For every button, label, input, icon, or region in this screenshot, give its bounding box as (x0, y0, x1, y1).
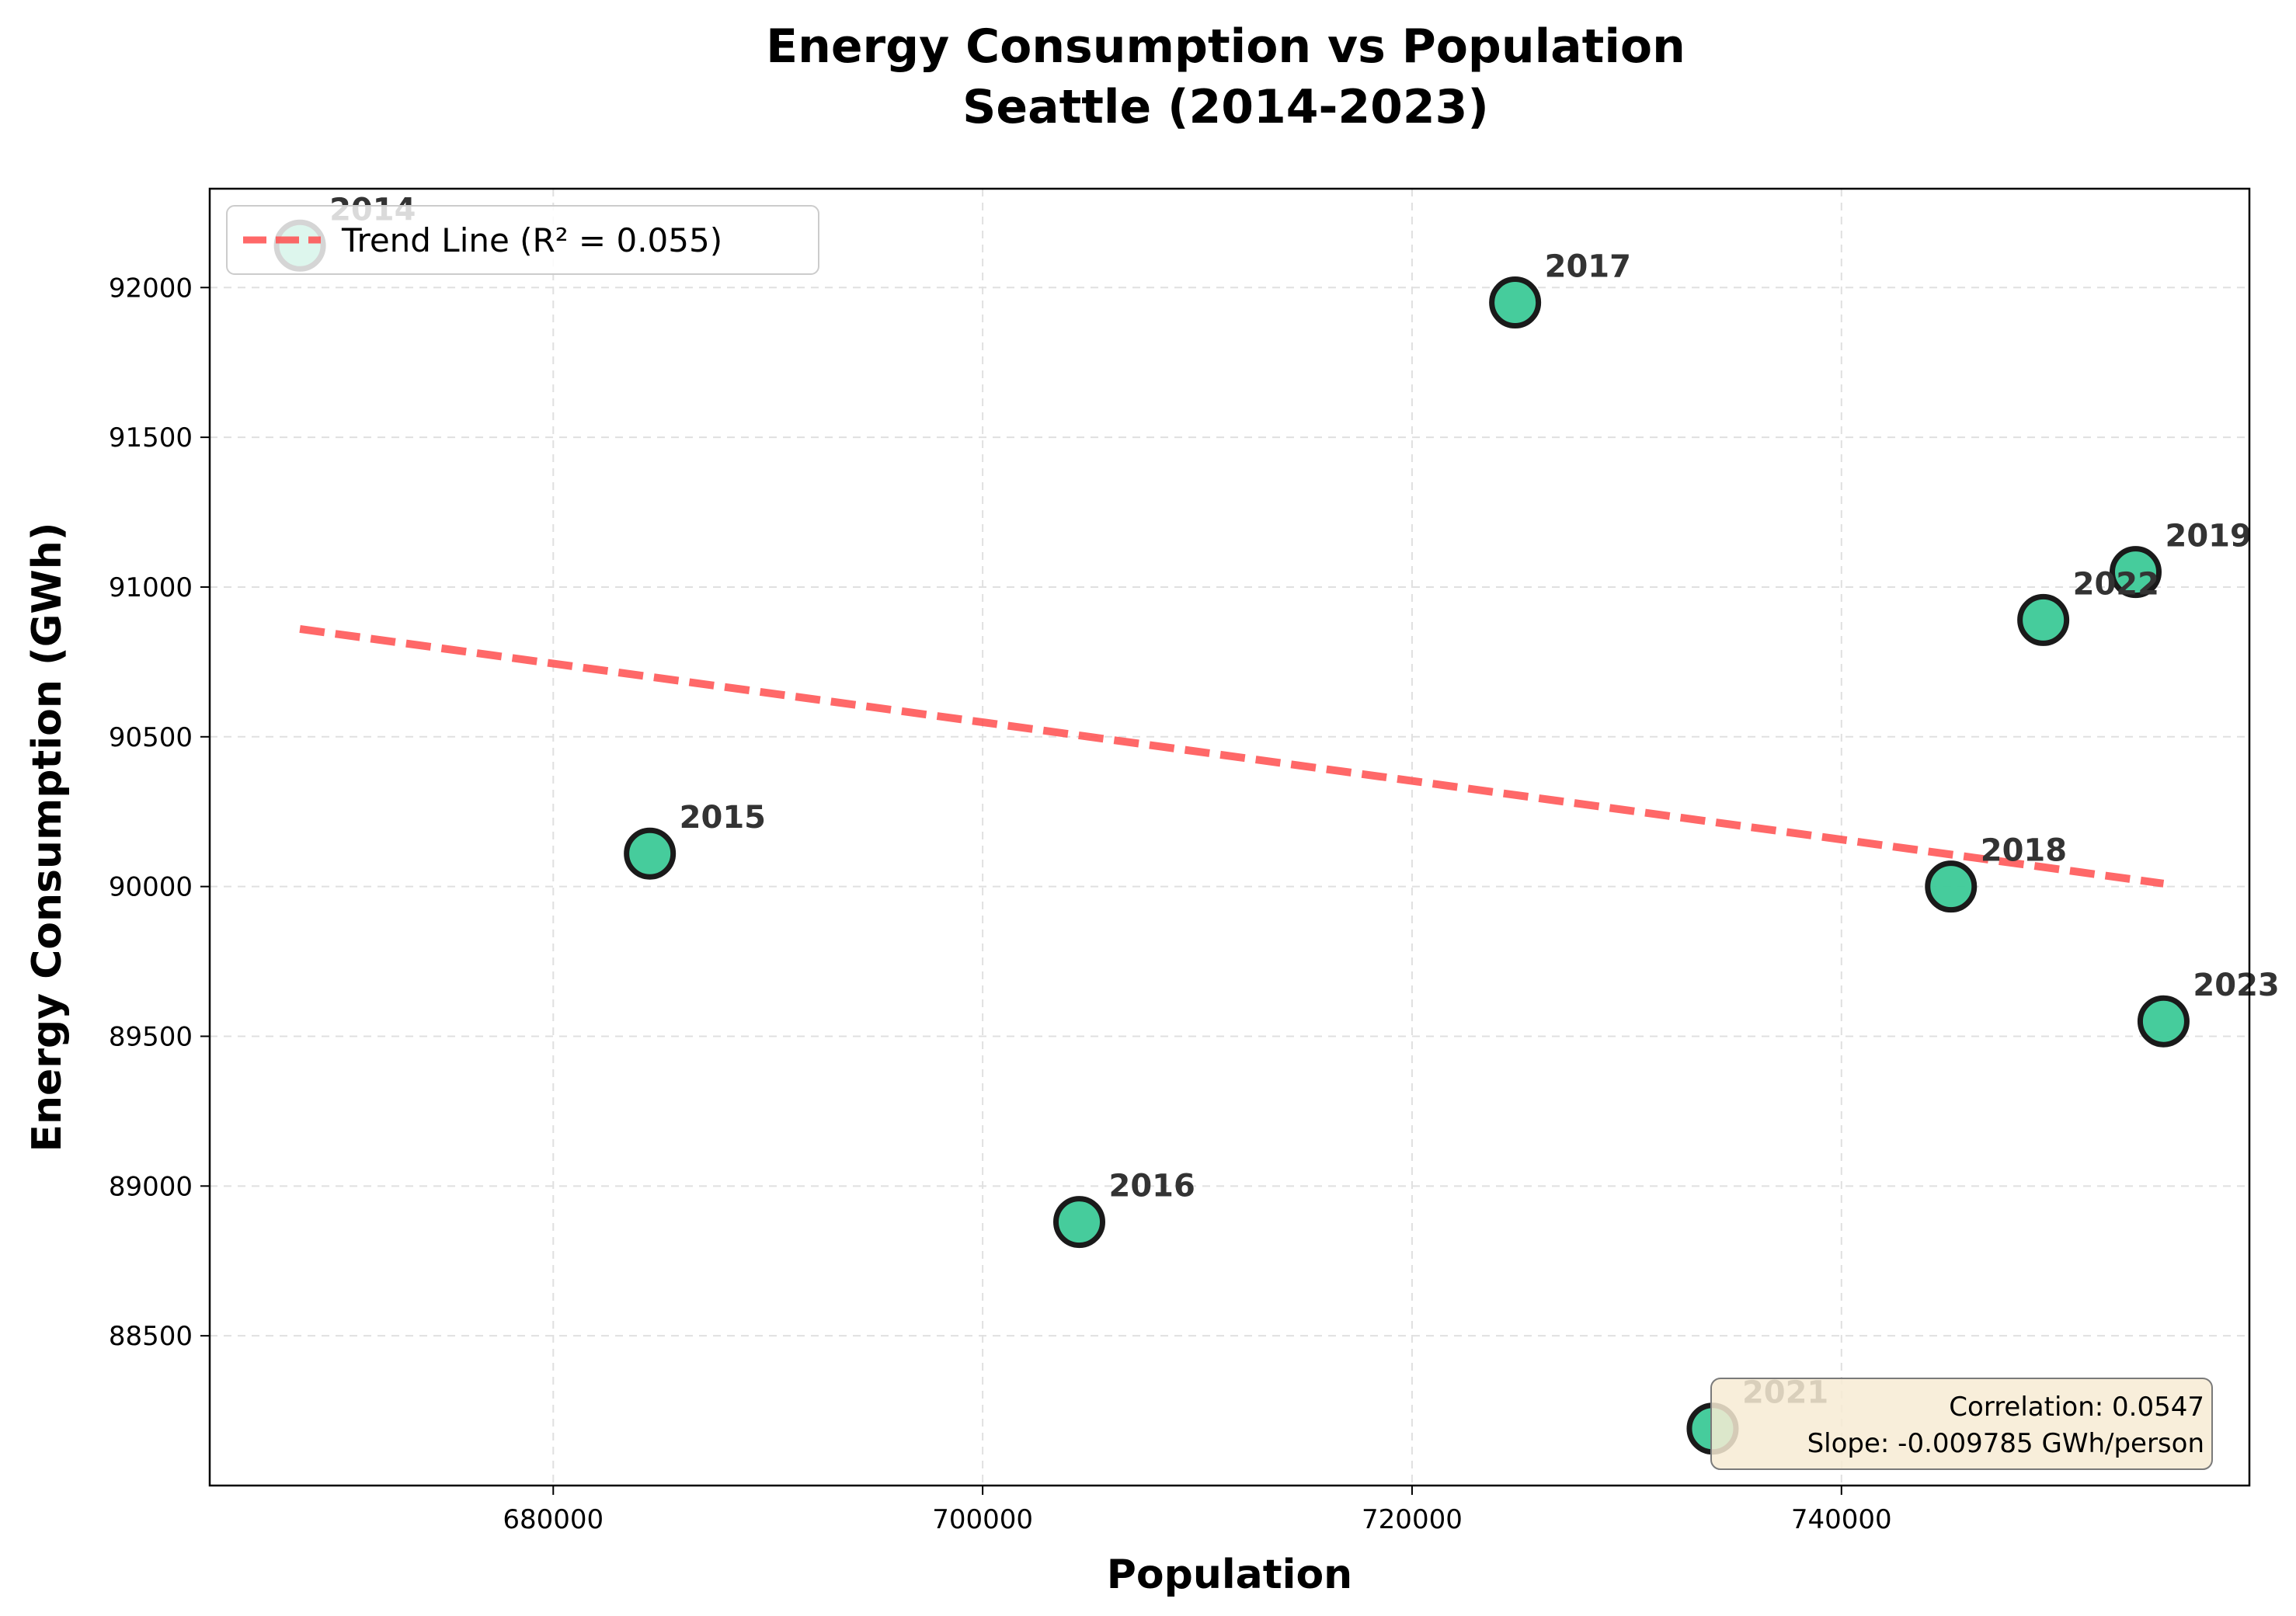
data-point-2017 (1489, 276, 1542, 329)
trend-line-layer (299, 624, 2165, 888)
point-label-2018: 2018 (1981, 833, 2067, 869)
point-label-2015: 2015 (680, 800, 766, 836)
stats-box-bg (1710, 1378, 2213, 1470)
point-label-2023: 2023 (2193, 968, 2279, 1003)
x-tick-label: 740000 (1791, 1504, 1892, 1535)
plot-frame (208, 187, 2251, 1487)
point-label-2022: 2022 (2073, 566, 2159, 602)
x-tick-label: 680000 (503, 1504, 604, 1535)
data-points (273, 219, 2190, 1455)
grid (210, 189, 2249, 1486)
point-label-2016: 2016 (1109, 1169, 1195, 1204)
data-point-2015 (624, 827, 677, 880)
data-point-2023 (2137, 995, 2190, 1048)
correlation-text: Correlation: 0.0547 (1949, 1392, 2204, 1423)
y-tick-label: 91000 (109, 572, 193, 603)
x-axis-label: Population (1107, 1552, 1352, 1598)
legend-label: Trend Line (R² = 0.055) (341, 221, 722, 259)
data-point-2018 (1925, 860, 1978, 913)
x-axis-ticks: 680000 700000 720000 740000 (503, 1486, 1892, 1535)
data-point-2022 (2017, 593, 2070, 646)
legend-box (226, 205, 819, 275)
data-point-2016 (1053, 1196, 1106, 1249)
x-tick-label: 720000 (1362, 1504, 1463, 1535)
y-tick-label: 88500 (109, 1321, 193, 1352)
y-axis-label: Energy Consumption (GWh) (24, 522, 71, 1152)
chart-subtitle: Seattle (2014-2023) (962, 80, 1489, 134)
y-tick-label: 91500 (109, 422, 193, 454)
chart-title: Energy Consumption vs Population (766, 19, 1685, 74)
x-tick-label: 700000 (932, 1504, 1033, 1535)
y-tick-label: 90000 (109, 872, 193, 903)
legend: Trend Line (R² = 0.055) (226, 205, 819, 275)
trend-line (299, 624, 2165, 888)
y-axis-ticks: 88500 89000 89500 90000 90500 91000 91500 92000 (109, 273, 210, 1352)
y-tick-label: 89000 (109, 1171, 193, 1202)
slope-text: Slope: -0.009785 GWh/person (1807, 1428, 2204, 1459)
point-label-2019: 2019 (2165, 519, 2251, 554)
stats-box: Correlation: 0.0547 Slope: -0.009785 GWh… (1710, 1378, 2213, 1470)
y-tick-label: 92000 (109, 273, 193, 304)
point-label-2017: 2017 (1545, 249, 1631, 285)
data-point-2019 (2109, 546, 2162, 599)
point-labels: 201420152016201720182019202120222023 (329, 192, 2280, 1410)
y-tick-label: 90500 (109, 722, 193, 753)
y-tick-label: 89500 (109, 1021, 193, 1052)
